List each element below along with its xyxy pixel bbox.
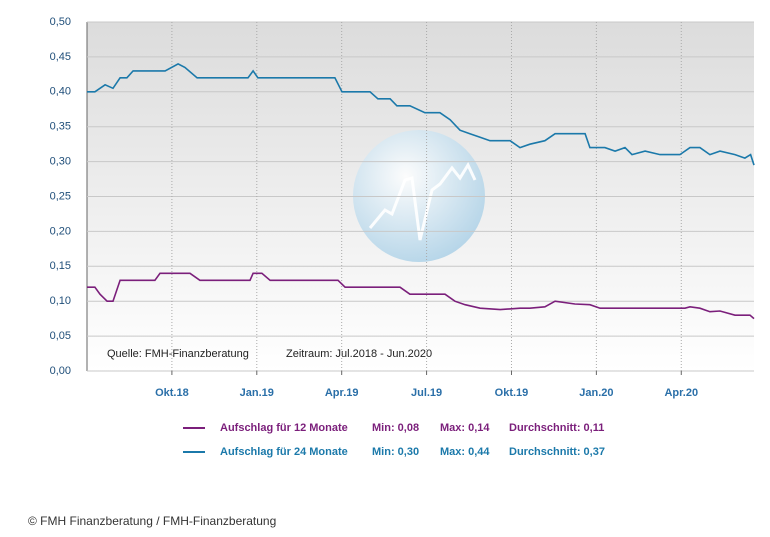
series-line (87, 272, 755, 320)
x-tick-label: Apr.20 (664, 387, 698, 399)
x-tick-label: Jan.19 (240, 387, 274, 399)
series-line (87, 62, 755, 166)
x-tick-label: Jan.20 (579, 387, 613, 399)
source-note: Quelle: FMH-Finanzberatung (107, 348, 249, 360)
y-tick-label: 0,20 (50, 225, 71, 237)
x-tick-label: Okt.19 (495, 387, 529, 399)
y-tick-label: 0,25 (50, 190, 71, 202)
legend-stat: Max: 0,14 (440, 422, 490, 434)
legend-stat: Max: 0,44 (440, 446, 490, 458)
legend-stat: Min: 0,30 (372, 446, 419, 458)
y-tick-label: 0,40 (50, 86, 71, 98)
period-note: Zeitraum: Jul.2018 - Jun.2020 (286, 348, 432, 360)
x-tick-label: Okt.18 (155, 387, 189, 399)
y-tick-label: 0,35 (50, 121, 71, 133)
legend-stat: Durchschnitt: 0,37 (509, 446, 605, 458)
legend-label: Aufschlag für 24 Monate (220, 446, 348, 458)
x-tick-label: Apr.19 (325, 387, 359, 399)
y-tick-label: 0,10 (50, 295, 71, 307)
watermark-curve (368, 161, 477, 241)
footer: © FMH Finanzberatung / FMH-Finanzberatun… (28, 514, 276, 528)
legend-label: Aufschlag für 12 Monate (220, 422, 348, 434)
x-tick-label: Jul.19 (411, 387, 442, 399)
y-tick-label: 0,00 (50, 365, 71, 377)
y-tick-label: 0,05 (50, 330, 71, 342)
y-tick-label: 0,45 (50, 51, 71, 63)
y-tick-label: 0,50 (50, 16, 71, 28)
legend-stat: Min: 0,08 (372, 422, 419, 434)
legend-stat: Durchschnitt: 0,11 (509, 422, 604, 434)
y-tick-label: 0,30 (50, 156, 71, 168)
y-tick-label: 0,15 (50, 260, 71, 272)
